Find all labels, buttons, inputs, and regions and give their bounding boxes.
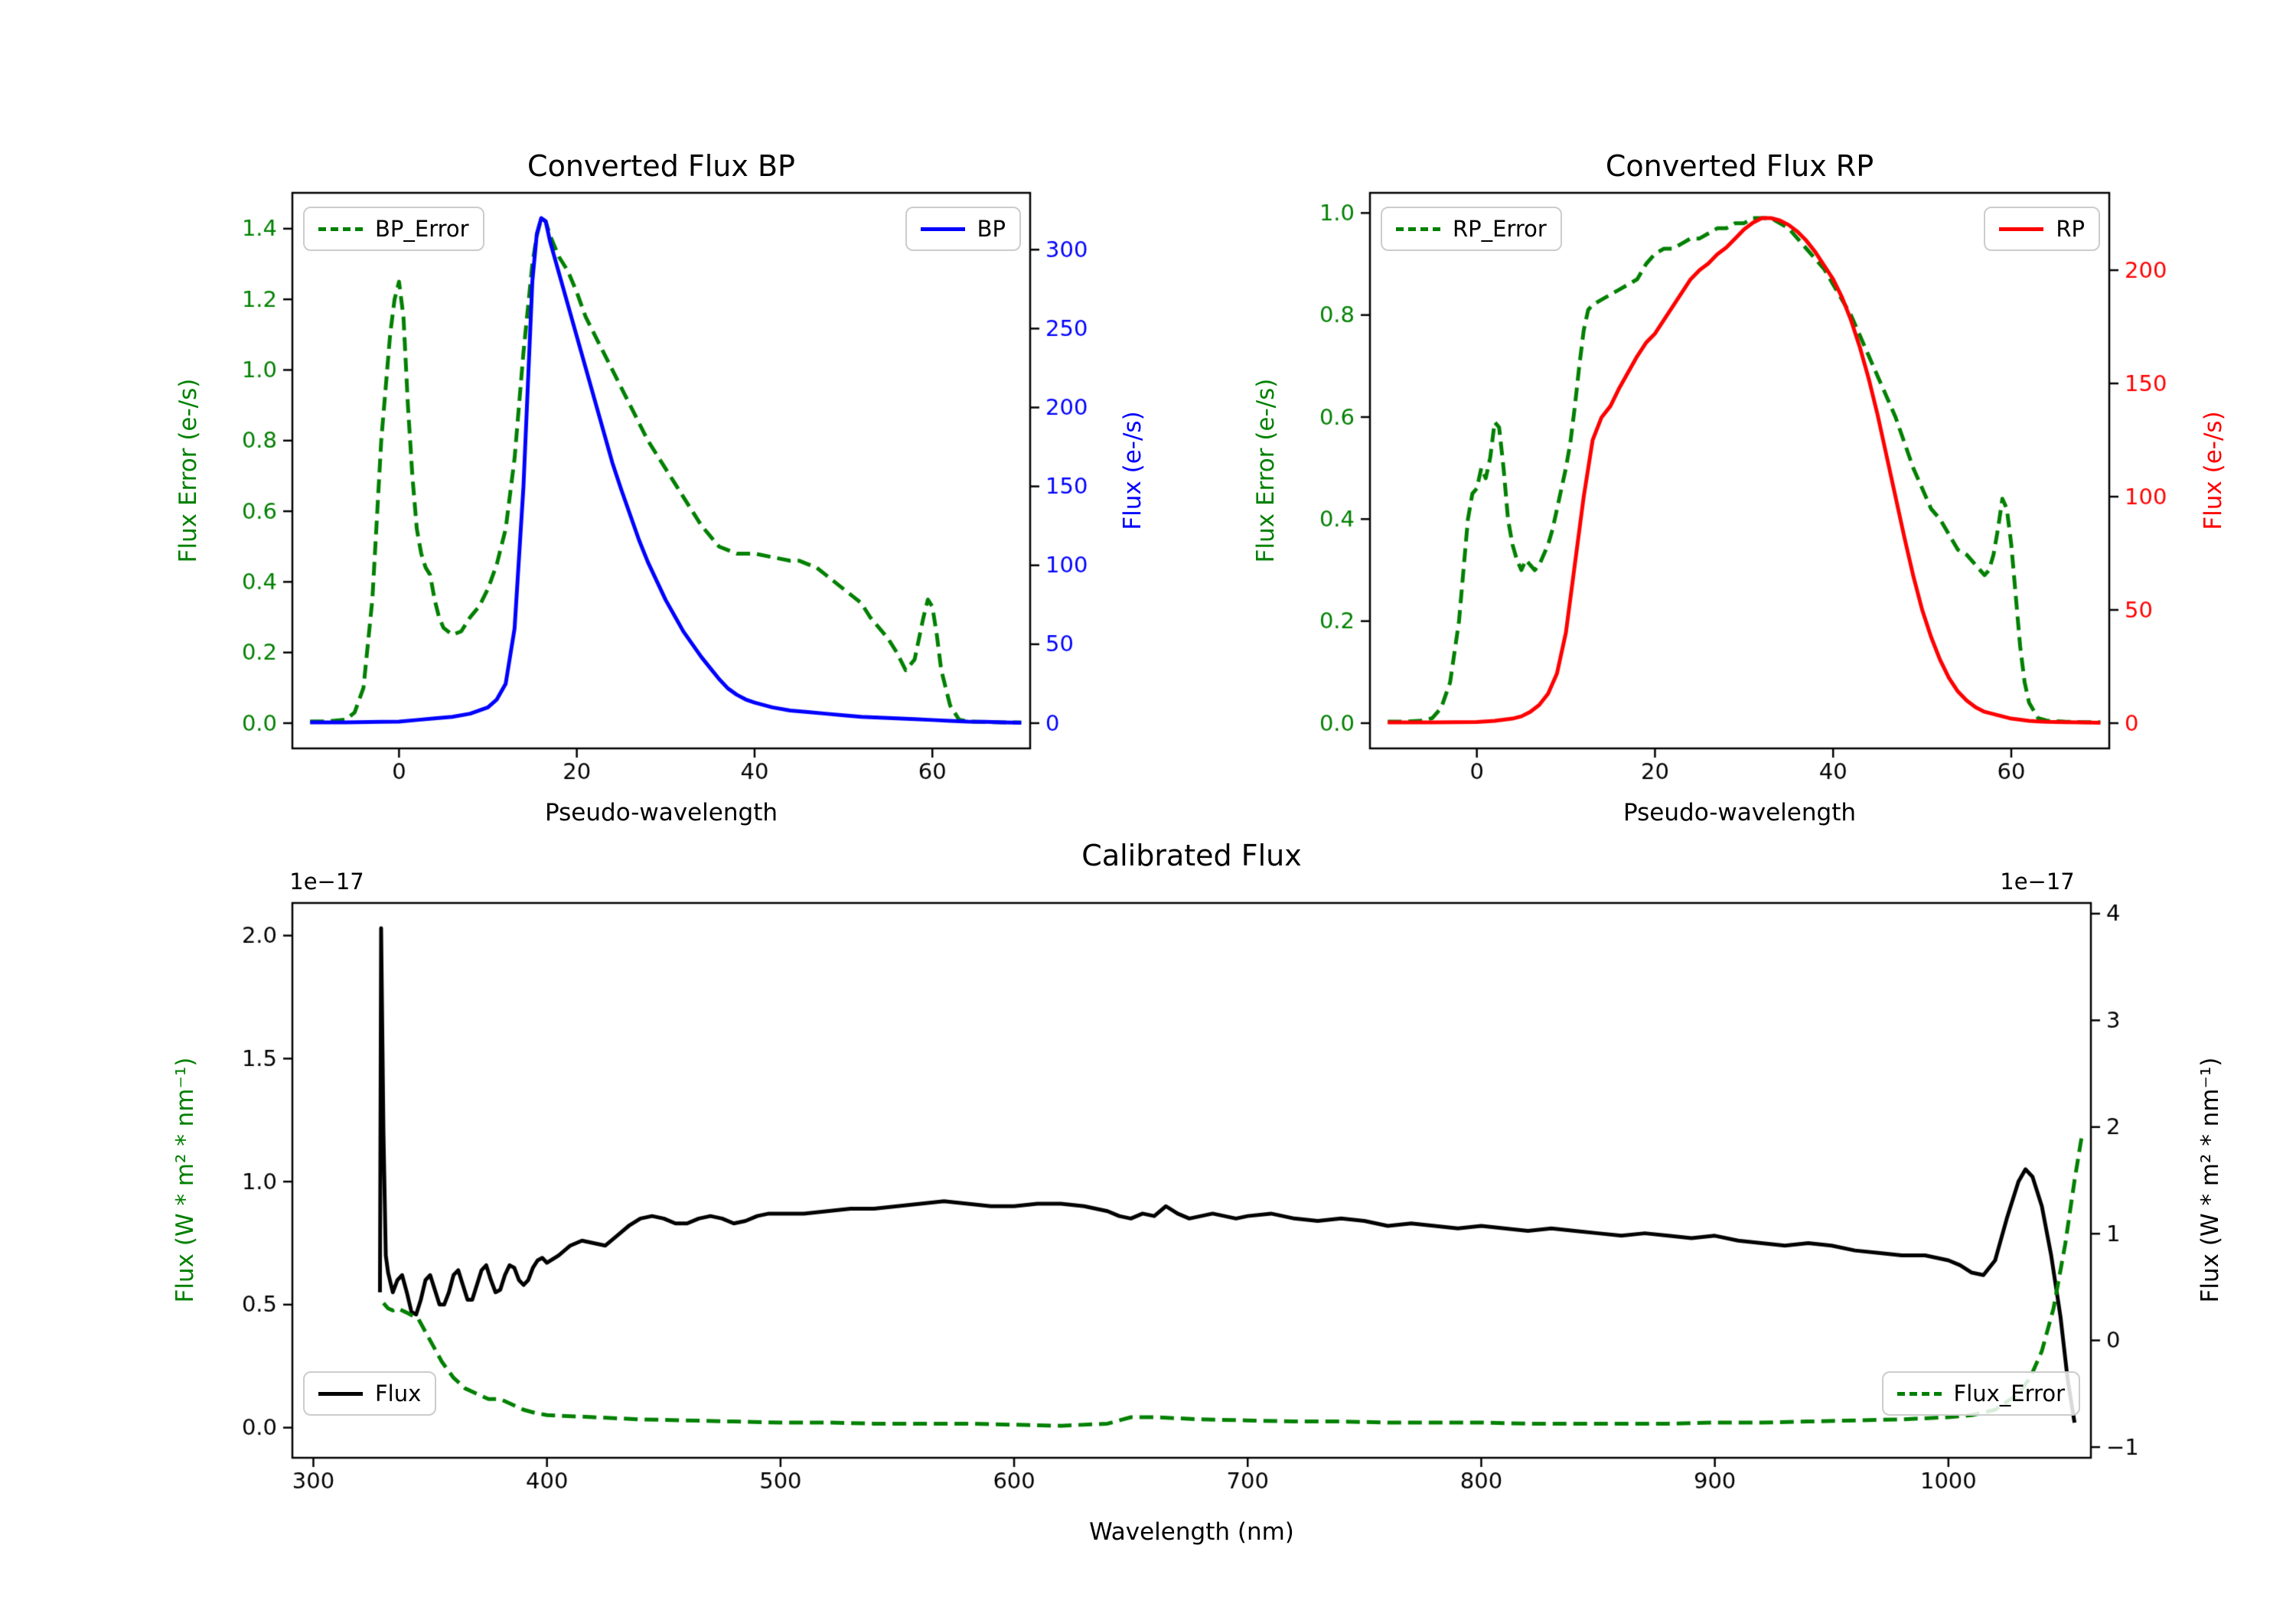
legend-label-rp: RP <box>2056 216 2085 242</box>
legend-bp-error: BP_Error <box>303 207 484 251</box>
legend-solid-line-icon <box>1999 227 2044 231</box>
bp-left-yaxis-label: Flux Error (e-/s) <box>174 378 202 563</box>
legend-flux-error: Flux_Error <box>1881 1371 2080 1416</box>
legend-label-flux-error: Flux_Error <box>1953 1380 2065 1407</box>
legend-dashed-line-icon <box>1896 1391 1942 1396</box>
legend-dashed-line-icon <box>318 227 363 231</box>
cal-right-yaxis-label: Flux (W * m² * nm⁻¹) <box>2197 1057 2224 1303</box>
legend-dashed-line-icon <box>1396 227 1440 231</box>
legend-label-flux: Flux <box>375 1380 422 1407</box>
legend-solid-line-icon <box>318 1391 363 1396</box>
legend-label-rp-error: RP_Error <box>1453 216 1547 242</box>
rp-left-yaxis-label: Flux Error (e-/s) <box>1252 378 1280 563</box>
cal-left-offset-text: 1e−17 <box>289 869 364 895</box>
legend-flux: Flux <box>303 1371 437 1416</box>
chart-title-converted-flux-bp: Converted Flux BP <box>527 149 795 183</box>
chart-title-converted-flux-rp: Converted Flux RP <box>1605 149 1874 183</box>
legend-solid-line-icon <box>920 227 965 231</box>
rp-right-yaxis-label: Flux (e-/s) <box>2200 411 2227 530</box>
cal-left-yaxis-label: Flux (W * m² * nm⁻¹) <box>171 1057 199 1303</box>
legend-rp: RP <box>1984 207 2100 251</box>
legend-label-bp-error: BP_Error <box>375 216 469 242</box>
chart-title-calibrated-flux: Calibrated Flux <box>1081 839 1302 872</box>
bp-right-yaxis-label: Flux (e-/s) <box>1119 411 1146 530</box>
cal-xaxis-label: Wavelength (nm) <box>1089 1518 1294 1546</box>
legend-rp-error: RP_Error <box>1381 207 1562 251</box>
legend-bp: BP <box>905 207 1021 251</box>
cal-right-offset-text: 1e−17 <box>2000 869 2075 895</box>
rp-xaxis-label: Pseudo-wavelength <box>1623 799 1857 826</box>
legend-label-bp: BP <box>977 216 1006 242</box>
bp-xaxis-label: Pseudo-wavelength <box>544 799 778 826</box>
